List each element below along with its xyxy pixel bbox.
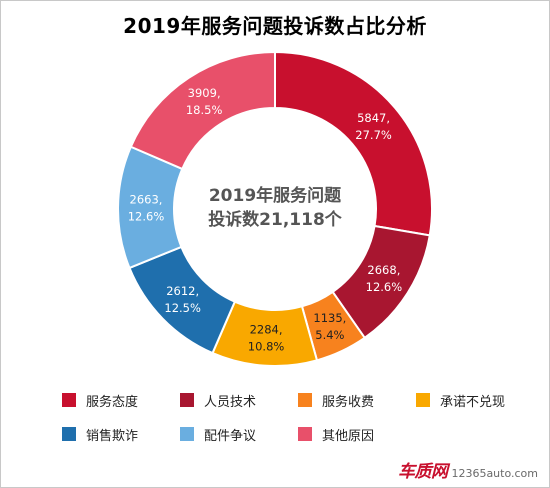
slice-value-label: 2612, 12.5% bbox=[164, 284, 201, 315]
legend-item: 承诺不兑现 bbox=[416, 390, 534, 410]
legend-label: 其他原因 bbox=[322, 428, 375, 444]
slice-value-label: 5847, 27.7% bbox=[355, 111, 392, 142]
donut-slice bbox=[129, 50, 276, 171]
slice-value-label: 1135, 5.4% bbox=[313, 311, 346, 342]
legend-item: 销售欺诈 bbox=[62, 424, 180, 444]
chart-title: 2019年服务问题投诉数占比分析 bbox=[123, 14, 427, 38]
legend-swatch bbox=[62, 393, 76, 407]
slice-value-label: 2663, 12.6% bbox=[128, 193, 165, 224]
legend-label: 承诺不兑现 bbox=[440, 394, 506, 410]
legend-swatch bbox=[298, 427, 312, 441]
legend-label: 销售欺诈 bbox=[86, 428, 139, 444]
donut-slice bbox=[128, 245, 237, 355]
slice-value-label: 3909, 18.5% bbox=[186, 86, 223, 117]
legend-swatch bbox=[180, 427, 194, 441]
legend-item: 服务收费 bbox=[298, 390, 416, 410]
center-label-line1: 2019年服务问题 bbox=[209, 185, 342, 206]
chart-legend: 服务态度 人员技术 服务收费 承诺不兑现销售欺诈 配件争议 其他原因 bbox=[62, 390, 542, 444]
center-label-line2: 投诉数21,118个 bbox=[208, 209, 343, 230]
legend-swatch bbox=[62, 427, 76, 441]
legend-swatch bbox=[298, 393, 312, 407]
slice-value-label: 2284, 10.8% bbox=[248, 323, 285, 354]
legend-item: 配件争议 bbox=[180, 424, 298, 444]
legend-item: 服务态度 bbox=[62, 390, 180, 410]
legend-swatch bbox=[180, 393, 194, 407]
legend-label: 服务态度 bbox=[86, 394, 139, 410]
legend-swatch bbox=[416, 393, 430, 407]
legend-item: 其他原因 bbox=[298, 424, 416, 444]
legend-label: 服务收费 bbox=[322, 394, 375, 410]
watermark-brand: 车质网 bbox=[397, 462, 448, 482]
legend-label: 配件争议 bbox=[204, 428, 257, 444]
legend-label: 人员技术 bbox=[204, 394, 257, 410]
legend-item: 人员技术 bbox=[180, 390, 298, 410]
watermark-logo: 车质网 12365auto.com bbox=[398, 457, 538, 482]
slice-value-label: 2668, 12.6% bbox=[366, 263, 403, 294]
watermark-url: 12365auto.com bbox=[451, 467, 538, 480]
donut-slice bbox=[274, 50, 433, 237]
